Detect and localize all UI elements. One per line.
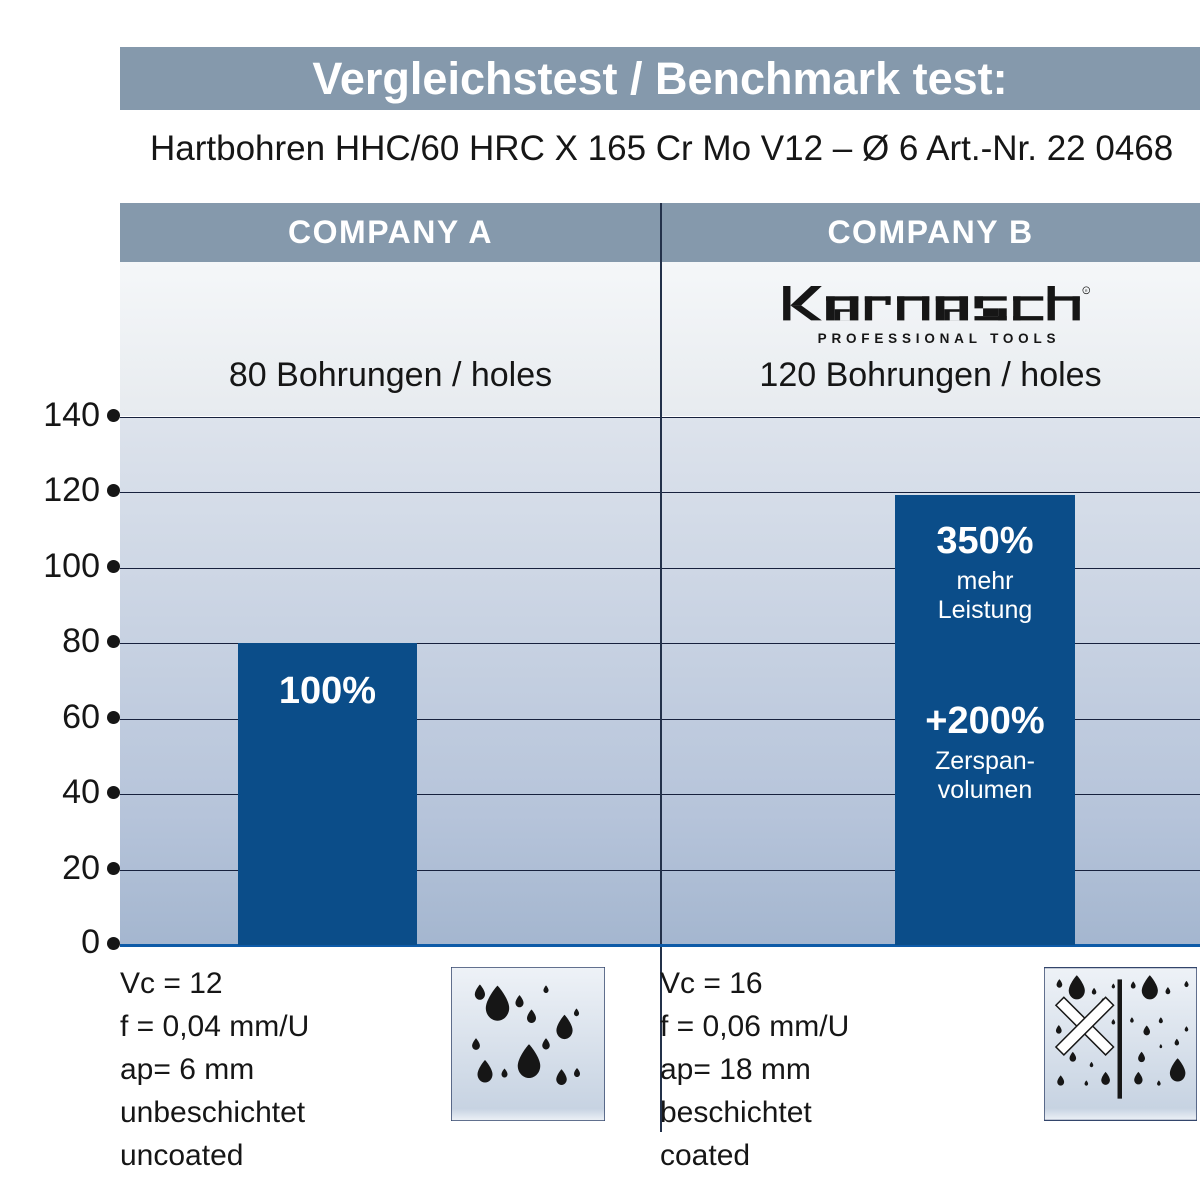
svg-text:R: R (1085, 289, 1088, 293)
